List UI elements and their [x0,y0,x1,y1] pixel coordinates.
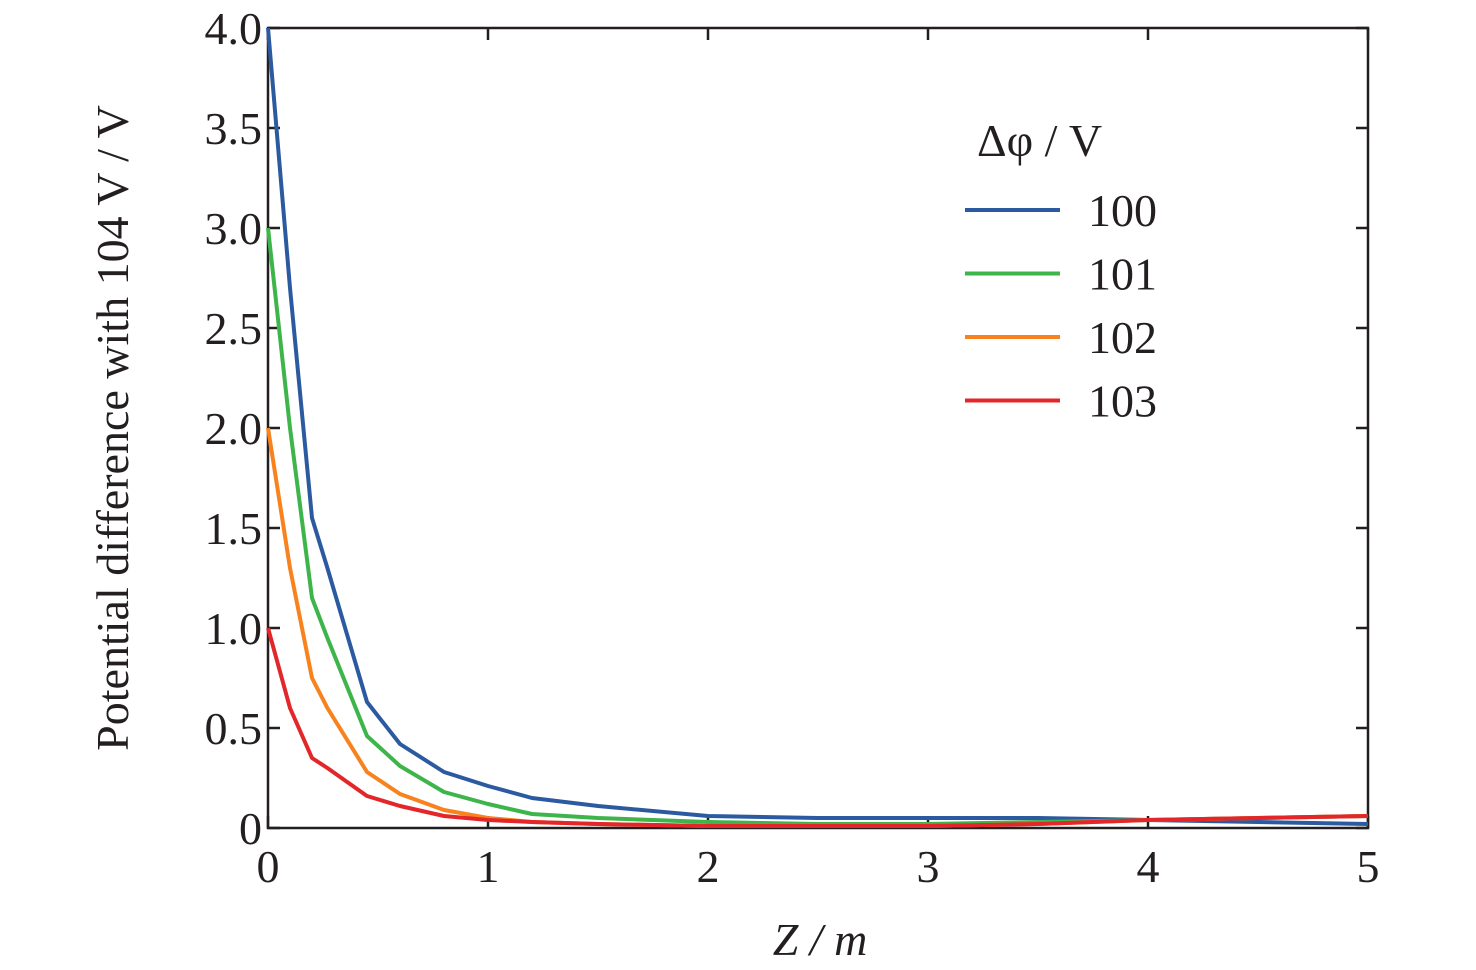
series-line [266,27,1369,826]
legend-label: 103 [1088,376,1157,427]
y-tick-label: 2.0 [205,403,263,454]
y-tick-label: 3.5 [205,103,263,154]
x-tick-label: 0 [257,841,280,892]
y-tick-label: 0.5 [205,703,263,754]
series-line [266,627,1369,828]
x-axis-title: Z / m [773,914,868,965]
x-tick-label: 3 [917,841,940,892]
x-tick-label: 1 [477,841,500,892]
plot-frame [266,26,1370,830]
y-tick-label: 1.5 [205,503,263,554]
y-tick-label: 2.5 [205,303,263,354]
x-tick-label: 5 [1357,841,1380,892]
legend-label: 100 [1088,185,1157,236]
legend-label: 101 [1088,249,1157,300]
series-line [266,227,1369,826]
legend-title: Δφ / V [977,115,1102,166]
y-tick-label: 3.0 [205,203,263,254]
legend-label: 102 [1088,312,1157,363]
x-tick-label: 2 [697,841,720,892]
x-tick-label: 4 [1137,841,1160,892]
y-axis-title: Potential difference with 104 V / V [87,105,138,751]
y-tick-label: 4.0 [205,3,263,54]
y-tick-label: 1.0 [205,603,263,654]
y-tick-label: 0 [239,803,262,854]
